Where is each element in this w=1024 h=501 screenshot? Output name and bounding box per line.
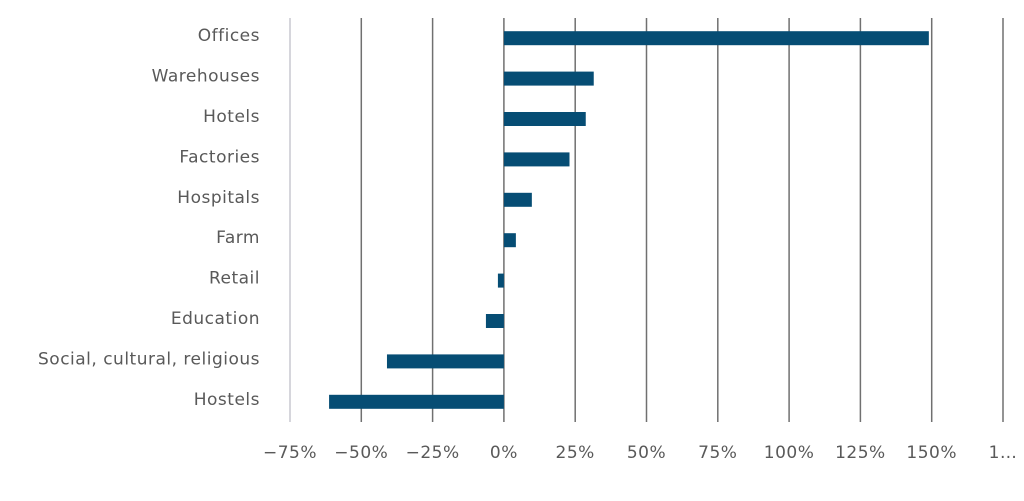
- y-tick-label: Hostels: [194, 390, 260, 410]
- x-tick-label: −50%: [334, 443, 388, 463]
- y-tick-label: Offices: [198, 26, 260, 46]
- x-tick-label: 75%: [698, 443, 737, 463]
- y-tick-label: Hotels: [203, 107, 260, 127]
- bar: [386, 354, 504, 369]
- bar: [485, 314, 504, 328]
- y-tick-label: Warehouses: [152, 67, 260, 87]
- bar: [329, 394, 504, 409]
- bar: [497, 273, 504, 288]
- y-tick-label: Factories: [179, 147, 260, 167]
- x-tick-label: 0%: [490, 443, 518, 463]
- bar: [503, 152, 570, 167]
- bar: [503, 71, 594, 86]
- y-tick-label: Education: [171, 309, 260, 329]
- bar: [503, 192, 532, 207]
- bar: [503, 31, 929, 46]
- x-tick-label: 1…: [989, 443, 1018, 463]
- y-tick-label: Social, cultural, religious: [38, 349, 260, 369]
- bar: [503, 233, 516, 248]
- x-tick-label: 150%: [906, 443, 957, 463]
- x-tick-label: 125%: [835, 443, 886, 463]
- bar: [503, 112, 586, 126]
- x-tick-label: −75%: [263, 443, 317, 463]
- y-tick-label: Retail: [209, 269, 260, 289]
- x-tick-label: 100%: [764, 443, 815, 463]
- y-tick-label: Farm: [216, 228, 260, 248]
- x-tick-label: 25%: [556, 443, 595, 463]
- x-tick-label: 50%: [627, 443, 666, 463]
- x-tick-label: −25%: [406, 443, 460, 463]
- y-tick-label: Hospitals: [177, 188, 260, 208]
